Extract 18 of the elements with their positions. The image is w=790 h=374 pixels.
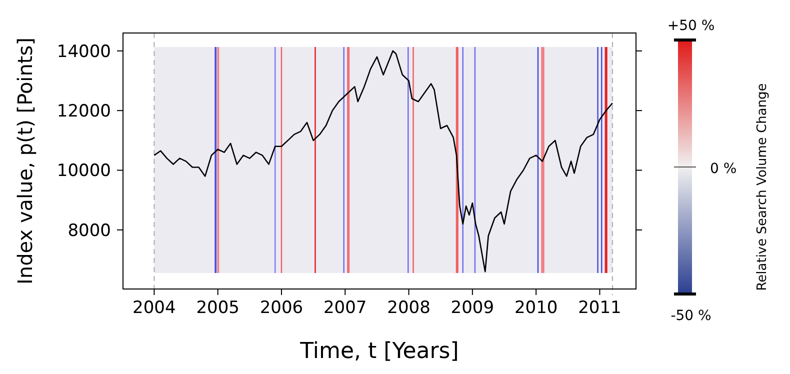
text: 0 %	[710, 161, 737, 177]
x-tick-label: 2006	[260, 298, 304, 318]
y-tick-label: 8000	[68, 220, 111, 241]
x-tick-label: 2004	[132, 298, 176, 318]
y-tick-label: 12000	[56, 102, 111, 122]
x-tick-label: 2005	[196, 298, 240, 318]
y-tick-label: 14000	[56, 42, 111, 62]
x-axis-title: Time, t [Years]	[299, 339, 459, 364]
text: -50 %	[670, 308, 712, 324]
x-tick-label: 2008	[387, 298, 430, 318]
y-axis-title: Index value, p(t) [Points]	[13, 38, 37, 284]
x-tick-label: 2009	[450, 298, 494, 318]
text: +50 %	[667, 18, 715, 34]
color-bar-title: Relative Search Volume Change	[755, 83, 770, 291]
y-tick-label: 10000	[56, 161, 111, 182]
x-tick-label: 2010	[514, 298, 558, 318]
x-tick-label: 2011	[578, 298, 622, 318]
x-tick-label: 2007	[323, 298, 367, 318]
